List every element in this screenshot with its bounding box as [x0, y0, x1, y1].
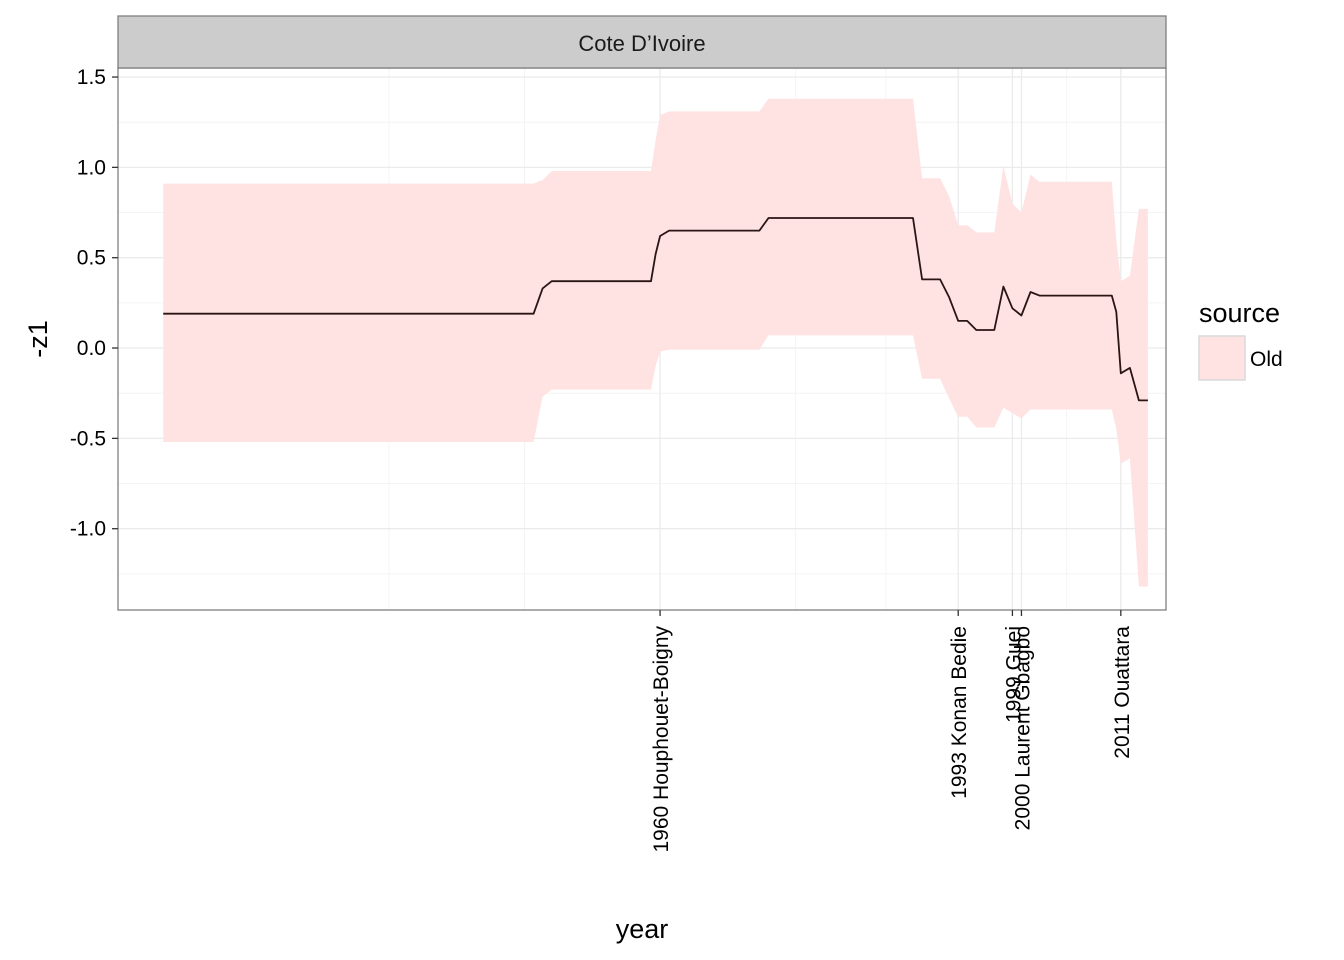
y-tick-label: 0.5 [77, 247, 106, 270]
y-tick-label: -1.0 [70, 518, 106, 541]
legend-key-old [1198, 335, 1246, 381]
series-line-old [163, 217, 1148, 402]
x-tick-label: 1960 Houphouet-Boigny [650, 626, 673, 853]
y-tick-label: 0.0 [77, 337, 106, 360]
facet-strip-label: Cote D’Ivoire [578, 31, 705, 56]
y-tick-label: 1.0 [77, 156, 106, 179]
y-axis: -1.0 -0.5 0.0 0.5 1.0 1.5 [70, 66, 118, 541]
x-tick-label: 2011 Ouattara [1111, 626, 1134, 759]
facet-strip [117, 15, 1167, 69]
x-axis: 1960 Houphouet-Boigny 1993 Konan Bedie 199… [650, 610, 1134, 853]
x-tick-label: 1993 Konan Bedie [948, 626, 971, 799]
legend-label-old: Old [1250, 348, 1283, 371]
x-tick-label: 2000 Laurent Gbagbo [1011, 626, 1034, 830]
x-tick-label: 1999 Guei [1002, 626, 1025, 723]
y-tick-label: -0.5 [70, 427, 106, 450]
line-layer [163, 217, 1148, 402]
legend: source Old [1198, 298, 1283, 381]
ribbon-old [163, 98, 1148, 587]
x-axis-title: year [616, 914, 669, 944]
legend-title: source [1199, 298, 1280, 328]
ribbon-layer [163, 98, 1148, 587]
y-tick-label: 1.5 [77, 66, 106, 89]
y-axis-title: -z1 [23, 320, 53, 358]
